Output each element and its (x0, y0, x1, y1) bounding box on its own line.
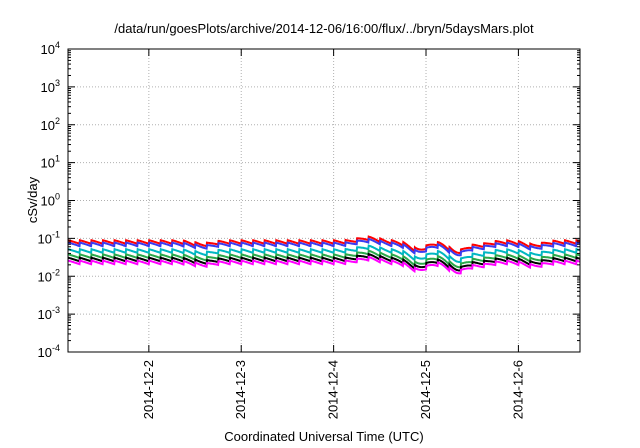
y-tick-label: 100 (41, 192, 60, 209)
chart-title: /data/run/goesPlots/archive/2014-12-06/1… (114, 21, 534, 36)
y-tick-label: 10-4 (38, 343, 60, 360)
y-tick-label: 102 (41, 116, 60, 133)
x-tick-label: 2014-12-5 (418, 360, 433, 419)
y-tick-label: 101 (41, 154, 60, 171)
y-tick-label: 10-1 (38, 229, 60, 246)
grid (68, 49, 580, 352)
x-tick-label: 2014-12-4 (326, 360, 341, 419)
series-line-3 (67, 244, 581, 263)
y-tick-label: 10-3 (38, 305, 60, 322)
y-tick-label: 10-2 (38, 267, 60, 284)
x-tick-label: 2014-12-6 (510, 360, 525, 419)
x-tick-label: 2014-12-2 (141, 360, 156, 419)
y-tick-label: 103 (41, 78, 60, 95)
y-axis: 10-4 10-3 10-2 10-1 100 101 102 103 104 (38, 40, 580, 360)
series-line-2 (67, 237, 581, 257)
x-axis: 2014-12-2 2014-12-3 2014-12-4 2014-12-5 2014… (141, 49, 525, 419)
series-line-4 (67, 248, 581, 269)
series-line-6 (67, 255, 581, 275)
y-axis-label: cSv/day (25, 176, 40, 223)
x-tick-label: 2014-12-3 (233, 360, 248, 419)
x-axis-label: Coordinated Universal Time (UTC) (224, 429, 423, 444)
y-tick-label: 104 (41, 40, 60, 57)
series-group (67, 235, 581, 275)
